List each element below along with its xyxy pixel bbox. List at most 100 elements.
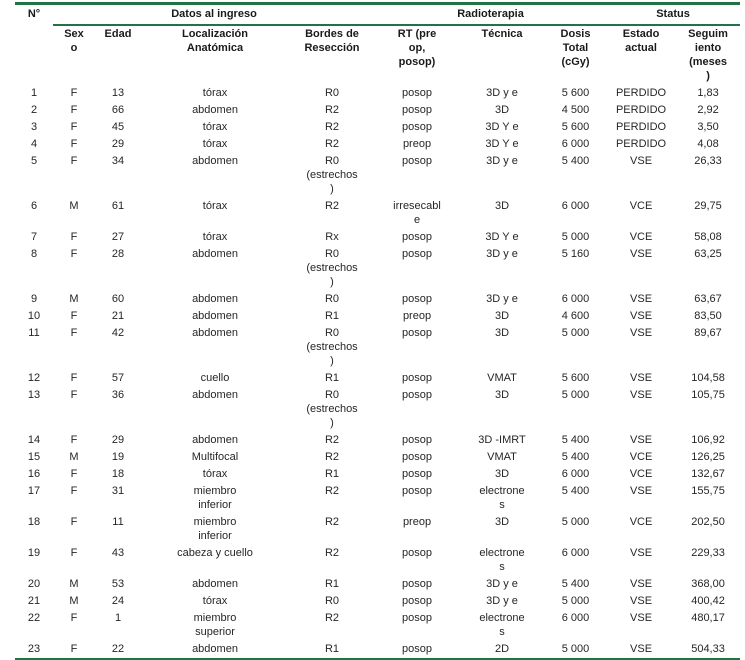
cell-dosis-total: 5 000 [561,327,590,339]
cell-dosis-total: 6 000 [561,293,590,305]
cell-rt: posop [402,231,432,243]
cell-tecnica: 3D Y e [485,138,519,150]
cell-estado-actual: VCE [629,516,653,528]
cell-sexo: F [70,516,78,528]
cell-rt: posop [402,155,432,167]
cell-estado-actual: VSE [630,372,653,384]
cell-bordes-reseccion: R2 [324,547,340,559]
cell-numero: 13 [27,389,41,401]
cell-rt: posop [402,327,432,339]
cell-localizacion: Multifocal [191,451,239,463]
cell-bordes-reseccion: R1 [324,372,340,384]
cell-dosis-total: 6 000 [561,138,590,150]
cell-edad: 19 [111,451,125,463]
cell-localizacion: abdomen [192,434,238,446]
cell-sexo: F [70,248,78,260]
table-row: 23 F 22 abdomen R1 posop 2D 5 000 VSE 504,33 [15,641,741,660]
table-row: 18 F 11 miembro inferior R2 preop 3D 5 000 VCE 20… [15,514,740,545]
column-header-rt: RT (pre op, posop) [397,28,437,68]
cell-rt: posop [402,612,432,624]
cell-seguimiento: 126,25 [691,451,725,463]
cell-dosis-total: 6 000 [561,612,590,624]
cell-tecnica: electrone s [479,547,525,573]
cell-seguimiento: 229,33 [691,547,725,559]
cell-edad: 1 [114,612,122,624]
cell-sexo: F [70,327,78,339]
cell-numero: 18 [27,516,41,528]
cell-localizacion: tórax [202,87,228,99]
cell-estado-actual: VSE [630,434,653,446]
cell-localizacion: miembro inferior [193,516,237,542]
cell-bordes-reseccion: R0 (estrechos ) [306,389,358,429]
cell-bordes-reseccion: R1 [324,578,340,590]
cell-seguimiento: 3,50 [697,121,719,133]
cell-localizacion: abdomen [141,641,289,660]
cell-tecnica: 3D y e [486,155,518,167]
table-row: 13 F 36 abdomen R0 (estrechos ) posop 3D 5 000 V… [15,387,740,432]
cell-localizacion: miembro superior [193,612,237,638]
cell-edad: 29 [111,434,125,446]
cell-numero: 6 [30,200,38,212]
cell-tecnica: VMAT [487,372,517,384]
column-header-estado-actual: Estado actual [622,28,660,54]
cell-tecnica: 3D y e [486,87,518,99]
cell-seguimiento: 480,17 [691,612,725,624]
cell-dosis-total: 5 600 [561,372,590,384]
cell-rt: posop [402,87,432,99]
cell-tecnica: 3D y e [486,248,518,260]
cell-seguimiento: 83,50 [694,310,722,322]
cell-sexo: M [69,200,79,212]
cell-estado-actual: VCE [629,231,653,243]
cell-numero: 12 [27,372,41,384]
cell-estado-actual: VCE [629,451,653,463]
cell-estado-actual: VSE [630,595,653,607]
cell-bordes-reseccion: R0 (estrechos ) [306,155,358,195]
cell-sexo: F [70,612,78,624]
cell-localizacion: abdomen [192,310,238,322]
cell-bordes-reseccion: R2 [324,612,340,624]
cell-edad: 18 [111,468,125,480]
table-row: 15 M 19 Multifocal R2 posop VMAT 5 400 VCE 126,25 [15,449,740,466]
cell-tecnica: 3D [494,310,510,322]
cell-sexo: F [70,485,78,497]
cell-localizacion: tórax [202,138,228,150]
cell-numero: 20 [27,578,41,590]
cell-tecnica: electrone s [479,612,525,638]
cell-tecnica: 3D [494,327,510,339]
cell-dosis-total: 5 160 [561,248,590,260]
cell-rt: posop [402,434,432,446]
cell-seguimiento: 89,67 [694,327,722,339]
cell-edad: 13 [111,87,125,99]
cell-dosis-total: 5 000 [561,231,590,243]
column-header-bordes-reseccion: Bordes de Resección [304,28,360,54]
cell-estado-actual: VCE [629,468,653,480]
cell-localizacion: cuello [200,372,230,384]
cell-sexo: F [70,87,78,99]
cell-estado-actual: VSE [630,578,653,590]
cell-edad: 57 [111,372,125,384]
cell-numero: 7 [30,231,38,243]
cell-rt: posop [402,248,432,260]
cell-numero: 17 [27,485,41,497]
cell-tecnica: 3D [494,468,510,480]
cell-bordes-reseccion: R2 [324,138,340,150]
cell-seguimiento: 202,50 [691,516,725,528]
cell-dosis-total: 6 000 [561,547,590,559]
cell-dosis-total: 5 000 [545,641,607,660]
cell-localizacion: tórax [202,231,228,243]
cell-localizacion: abdomen [192,293,238,305]
cell-tecnica: 3D -IMRT [478,434,526,446]
table-row: 19 F 43 cabeza y cuello R2 posop electrone s 6 … [15,545,740,576]
cell-edad: 43 [111,547,125,559]
cell-tecnica: 3D [494,104,510,116]
cell-sexo: F [70,547,78,559]
cell-numero: 11 [28,327,40,339]
cell-localizacion: tórax [202,200,228,212]
cell-localizacion: cabeza y cuello [177,547,253,559]
cell-sexo: M [69,293,79,305]
table-row: 8 F 28 abdomen R0 (estrechos ) posop 3D y e 5 1… [15,246,740,291]
cell-numero: 21 [27,595,41,607]
cell-bordes-reseccion: R0 [324,293,340,305]
cell-bordes-reseccion: R1 [324,310,340,322]
